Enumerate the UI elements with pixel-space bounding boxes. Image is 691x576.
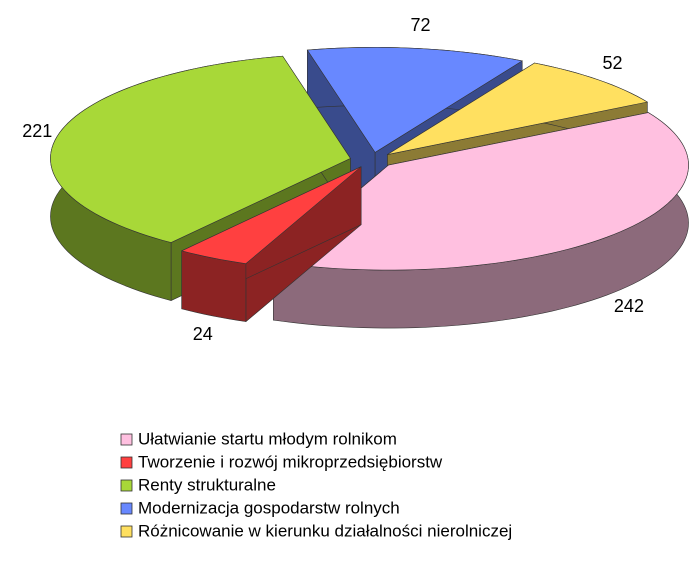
legend-label: Tworzenie i rozwój mikroprzedsiębiorstw — [138, 452, 443, 471]
data-label: 242 — [614, 296, 644, 316]
legend-label: Modernizacja gospodarstw rolnych — [138, 498, 400, 517]
slice — [180, 166, 362, 322]
slice-top — [50, 55, 351, 243]
legend-swatch — [120, 456, 133, 469]
slice-top — [387, 62, 649, 155]
data-label: 72 — [410, 15, 430, 35]
slice-top — [272, 112, 689, 271]
legend-swatch — [120, 433, 133, 446]
data-label: 52 — [602, 53, 622, 73]
slice-top — [306, 47, 524, 153]
legend-swatch — [120, 525, 133, 538]
legend-swatch — [120, 479, 133, 492]
data-label: 221 — [22, 121, 52, 141]
data-label: 24 — [193, 324, 213, 344]
legend-swatch — [120, 502, 133, 515]
legend-label: Renty strukturalne — [138, 475, 276, 494]
legend-label: Ułatwianie startu młodym rolnikom — [138, 429, 397, 448]
legend-label: Różnicowanie w kierunku działalności nie… — [138, 521, 512, 540]
slice-top — [180, 166, 362, 264]
